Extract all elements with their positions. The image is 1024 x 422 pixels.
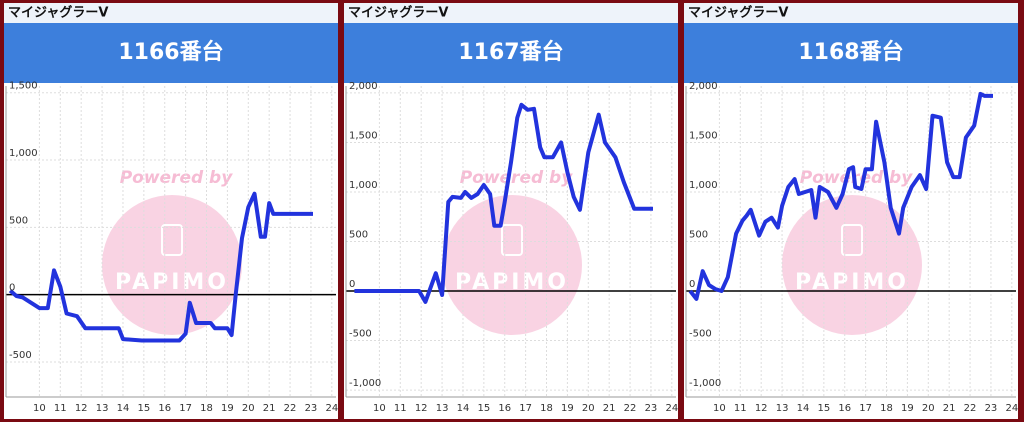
x-tick-label: 19	[901, 403, 914, 414]
y-tick-label: 1,000	[689, 180, 718, 191]
x-tick-label: 18	[880, 403, 893, 414]
x-tick-label: 13	[96, 403, 109, 414]
panel: マイジャグラーV 1166番台 Powered by PAPIMO -500 0 500 1,…	[4, 3, 338, 419]
x-tick-label: 17	[179, 403, 192, 414]
title-bar	[344, 23, 678, 83]
x-tick-label: 14	[457, 403, 470, 414]
y-tick-label: -500	[9, 350, 32, 361]
x-tick-label: 20	[582, 403, 595, 414]
x-tick-label: 14	[797, 403, 810, 414]
chart-title: 1167番台	[458, 39, 563, 65]
x-tick-label: 18	[200, 403, 213, 414]
y-tick-label: 1,500	[349, 130, 378, 141]
header-strip	[4, 3, 338, 23]
x-tick-label: 11	[54, 403, 67, 414]
y-tick-label: 1,000	[9, 148, 38, 159]
x-tick-label: 12	[755, 403, 768, 414]
x-tick-label: 15	[817, 403, 830, 414]
x-tick-label: 10	[713, 403, 726, 414]
x-tick-label: 11	[734, 403, 747, 414]
x-tick-label: 19	[221, 403, 234, 414]
x-tick-label: 19	[561, 403, 574, 414]
machine-name: マイジャグラーV	[688, 5, 788, 21]
y-tick-label: -1,000	[349, 378, 381, 389]
x-tick-label: 13	[436, 403, 449, 414]
x-tick-label: 20	[922, 403, 935, 414]
y-tick-label: 0	[689, 279, 695, 290]
x-tick-label: 15	[137, 403, 150, 414]
machine-name: マイジャグラーV	[8, 5, 108, 21]
x-tick-label: 11	[394, 403, 407, 414]
x-tick-label: 13	[776, 403, 789, 414]
data-line	[688, 91, 993, 301]
x-tick-label: 24	[665, 403, 678, 414]
y-tick-label: -500	[349, 329, 372, 340]
watermark-logo: PAPIMO	[115, 270, 229, 295]
x-tick-label: 16	[838, 403, 851, 414]
x-tick-label: 22	[284, 403, 297, 414]
y-tick-label: 0	[349, 279, 355, 290]
data-line	[354, 102, 653, 304]
title-bar	[684, 23, 1018, 83]
x-tick-label: 21	[603, 403, 616, 414]
watermark-text: Powered by	[460, 168, 574, 188]
y-tick-label: 2,000	[689, 81, 718, 92]
x-tick-label: 18	[540, 403, 553, 414]
x-tick-label: 10	[33, 403, 46, 414]
header-strip	[344, 3, 678, 23]
y-tick-label: 0	[9, 283, 15, 294]
x-tick-label: 15	[477, 403, 490, 414]
machine-name: マイジャグラーV	[348, 5, 448, 21]
y-tick-label: 1,500	[689, 130, 718, 141]
x-tick-label: 22	[624, 403, 637, 414]
x-tick-label: 17	[859, 403, 872, 414]
y-tick-label: 1,000	[349, 180, 378, 191]
x-tick-label: 12	[75, 403, 88, 414]
data-line	[8, 191, 313, 343]
watermark-text: Powered by	[120, 168, 234, 188]
x-tick-label: 23	[645, 403, 658, 414]
x-tick-label: 21	[263, 403, 276, 414]
y-tick-label: 500	[349, 230, 368, 241]
x-tick-label: 22	[964, 403, 977, 414]
watermark-icon	[161, 224, 183, 256]
x-tick-label: 17	[519, 403, 532, 414]
y-tick-label: -1,000	[689, 378, 721, 389]
watermark-icon	[501, 224, 523, 256]
x-tick-label: 24	[1005, 403, 1018, 414]
header-strip	[684, 3, 1018, 23]
x-tick-label: 23	[985, 403, 998, 414]
y-tick-label: 2,000	[349, 81, 378, 92]
x-tick-label: 21	[943, 403, 956, 414]
x-tick-label: 20	[242, 403, 255, 414]
watermark-icon	[841, 224, 863, 256]
x-tick-label: 24	[325, 403, 338, 414]
x-tick-label: 10	[373, 403, 386, 414]
y-tick-label: 500	[689, 230, 708, 241]
x-tick-label: 14	[117, 403, 130, 414]
x-tick-label: 16	[158, 403, 171, 414]
chart-title: 1168番台	[798, 39, 903, 65]
chart-title: 1166番台	[118, 39, 223, 65]
title-bar	[4, 23, 338, 83]
y-tick-label: 500	[9, 215, 28, 226]
y-tick-label: 1,500	[9, 81, 38, 92]
y-tick-label: -500	[689, 329, 712, 340]
x-tick-label: 12	[415, 403, 428, 414]
x-tick-label: 23	[305, 403, 318, 414]
x-tick-label: 16	[498, 403, 511, 414]
